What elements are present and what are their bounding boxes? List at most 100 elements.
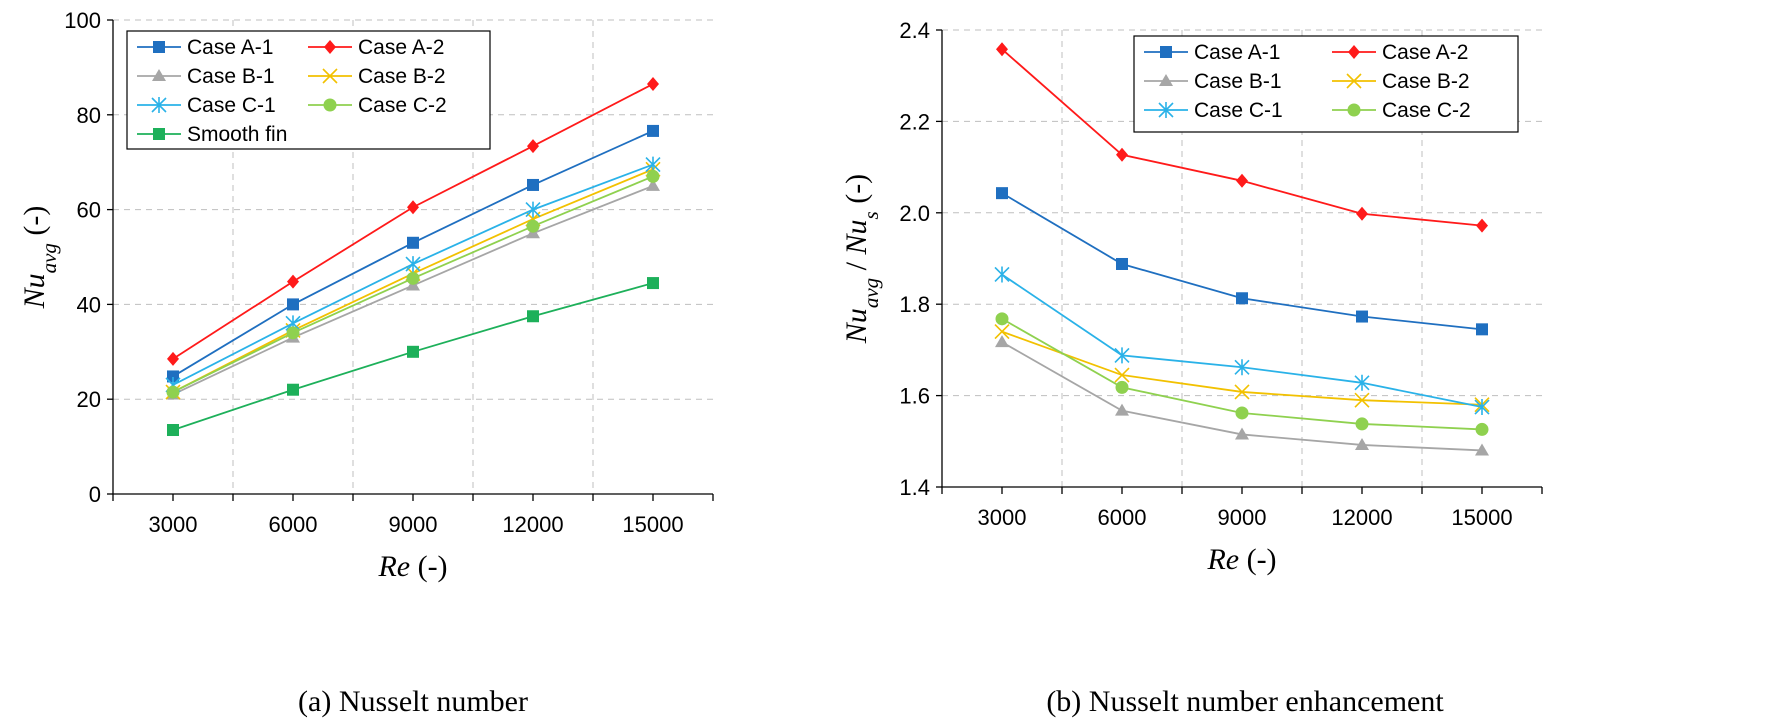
x-tick-label: 15000	[1451, 505, 1512, 530]
x-tick-label: 12000	[1331, 505, 1392, 530]
y-tick-label: 2.0	[899, 201, 930, 226]
panel-b-enhancement-chart: 1.4 1.6 1.8 2.0 2.2 2.4 3000 6000 9000 12000 15000…	[840, 18, 1543, 718]
legend-box	[126, 30, 491, 150]
x-tick-label: 9000	[1218, 505, 1267, 530]
panel-b-axes: 1.4 1.6 1.8 2.0 2.2 2.4 3000 6000 9000 12000 15000	[899, 18, 1543, 530]
data-point-case-a-2	[1236, 173, 1248, 188]
legend-label: Case C-2	[358, 94, 447, 117]
legend-label: Case A-1	[187, 36, 273, 59]
data-point-case-c-2	[526, 219, 540, 233]
x-tick-label: 12000	[502, 512, 563, 537]
legend-marker-case-b-2	[322, 68, 338, 84]
legend-entry-case-c-1: Case C-1	[1144, 99, 1283, 122]
legend-label: Case C-1	[187, 94, 276, 117]
data-point-case-b-2	[1114, 367, 1130, 383]
data-point-case-a-1	[167, 370, 179, 383]
panel-a-y-axis-label: Nuavg (-)	[18, 206, 61, 310]
data-point-case-c-2	[1475, 422, 1489, 436]
data-point-case-c-2	[1115, 380, 1129, 394]
legend-label: Case A-1	[1194, 41, 1280, 64]
legend-entry-case-a-1: Case A-1	[1144, 41, 1280, 64]
series-case-c-1	[994, 266, 1490, 416]
data-point-case-a-2	[1476, 218, 1488, 233]
data-point-smooth-fin	[167, 424, 179, 437]
legend-entry-case-a-2: Case A-2	[1332, 41, 1468, 64]
panel-b-caption: (b) Nusselt number enhancement	[1046, 685, 1444, 718]
data-point-case-b-1	[646, 178, 660, 191]
series-smooth-fin	[167, 277, 659, 437]
legend-entry-case-b-2: Case B-2	[308, 65, 446, 88]
x-tick-label: 3000	[978, 505, 1027, 530]
y-tick-label: 2.4	[899, 18, 930, 43]
data-point-case-b-2	[1234, 384, 1250, 400]
data-point-case-a-1	[1476, 323, 1488, 336]
legend-marker-case-b-1	[1159, 74, 1173, 86]
y-tick-label: 1.8	[899, 292, 930, 317]
data-point-case-c-1	[645, 156, 661, 173]
legend-marker-case-a-1	[1160, 46, 1172, 58]
legend-label: Case B-1	[1194, 70, 1282, 93]
panel-a-axes: 0 20 40 60 80 100 3000 6000 9000 12000 15000	[64, 8, 714, 537]
panel-a-series	[165, 76, 661, 437]
data-point-case-a-2	[527, 139, 539, 154]
data-point-case-c-2	[995, 312, 1009, 326]
legend-entry-case-b-1: Case B-1	[1144, 70, 1282, 93]
series-case-a-1	[167, 124, 659, 383]
panel-a-legend: Case A-1 Case A-2 Case B-1 Case B-2 Case C-1…	[126, 30, 491, 150]
data-point-case-b-1	[995, 335, 1009, 348]
data-point-case-a-1	[407, 236, 419, 249]
panel-a-nusselt-chart: 0 20 40 60 80 100 3000 6000 9000 12000 15000 Case …	[18, 8, 714, 718]
series-case-a-1	[996, 187, 1488, 336]
data-point-case-b-1	[1235, 427, 1249, 440]
data-point-case-a-1	[647, 124, 659, 137]
y-tick-label: 0	[89, 482, 101, 507]
data-point-case-c-2	[1355, 417, 1369, 431]
legend-marker-case-c-2	[1347, 103, 1361, 117]
legend-marker-smooth-fin	[153, 128, 165, 140]
legend-label: Case B-1	[187, 65, 275, 88]
legend-marker-case-c-1	[151, 97, 167, 113]
legend-entry-case-a-1: Case A-1	[137, 36, 273, 59]
x-tick-label: 9000	[389, 512, 438, 537]
y-tick-label: 100	[64, 8, 101, 33]
panel-b-x-axis-label: Re (-)	[1206, 543, 1276, 576]
series-case-b-1	[995, 335, 1489, 456]
legend-marker-case-a-1	[153, 41, 165, 53]
data-point-case-b-2	[1354, 392, 1370, 408]
data-point-case-a-2	[167, 351, 179, 366]
x-tick-label: 3000	[149, 512, 198, 537]
data-point-smooth-fin	[527, 310, 539, 323]
panel-b-y-axis-label: Nuavg / Nus (-)	[840, 174, 883, 344]
data-point-case-a-1	[287, 298, 299, 311]
legend-entry-case-c-2: Case C-2	[1332, 99, 1471, 122]
data-point-case-b-1	[1115, 403, 1129, 416]
data-point-case-a-2	[647, 76, 659, 91]
legend-label: Case C-2	[1382, 99, 1471, 122]
data-point-case-a-2	[287, 274, 299, 289]
legend-entry-smooth-fin: Smooth fin	[137, 123, 287, 146]
data-point-case-c-2	[646, 169, 660, 183]
panel-b-legend: Case A-1 Case A-2 Case B-1 Case B-2 Case C-1…	[1133, 35, 1519, 133]
data-point-case-c-2	[286, 326, 300, 340]
series-line-case-a-1	[172, 130, 654, 378]
panel-a-x-axis-label: Re (-)	[377, 550, 447, 583]
y-tick-label: 40	[77, 292, 101, 317]
panel-b-series	[994, 42, 1490, 456]
y-tick-label: 1.4	[899, 475, 930, 500]
data-point-case-a-2	[1356, 206, 1368, 221]
data-point-smooth-fin	[287, 383, 299, 396]
y-tick-label: 2.2	[899, 109, 930, 134]
data-point-case-b-1	[1475, 443, 1489, 456]
legend-box	[1133, 35, 1519, 133]
y-tick-label: 20	[77, 387, 101, 412]
panel-a-caption: (a) Nusselt number	[298, 685, 528, 718]
legend-label: Smooth fin	[187, 123, 287, 146]
legend-entry-case-b-1: Case B-1	[137, 65, 275, 88]
data-point-smooth-fin	[407, 345, 419, 358]
data-point-case-c-2	[406, 271, 420, 285]
legend-marker-case-c-2	[323, 98, 337, 112]
legend-label: Case C-1	[1194, 99, 1283, 122]
legend-entry-case-a-2: Case A-2	[308, 36, 444, 59]
legend-marker-case-b-1	[152, 69, 166, 81]
